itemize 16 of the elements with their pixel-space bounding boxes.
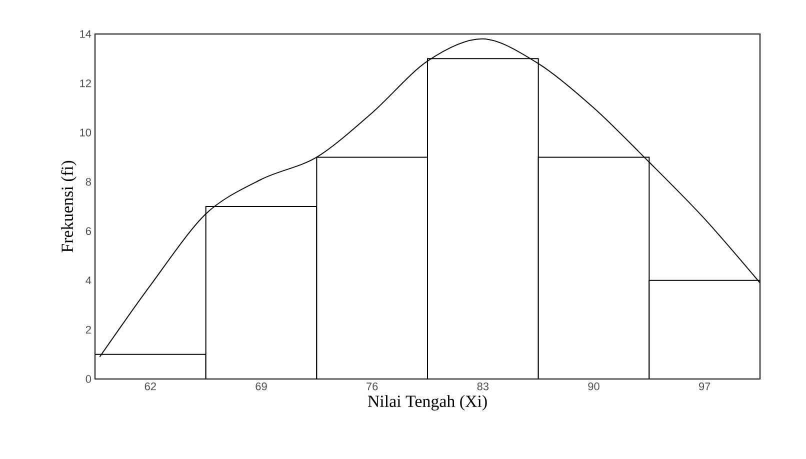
x-tick-label: 90 bbox=[588, 382, 600, 390]
y-tick-label: 2 bbox=[86, 326, 91, 334]
y-tick-label: 12 bbox=[80, 79, 91, 88]
y-tick-label: 14 bbox=[80, 30, 92, 38]
y-tick-label: 6 bbox=[86, 227, 92, 236]
y-tick-label: 8 bbox=[86, 178, 92, 186]
y-axis-title: Frekuensi (fi) bbox=[60, 160, 76, 252]
x-tick-label: 83 bbox=[477, 382, 489, 390]
x-tick-label: 76 bbox=[366, 382, 378, 390]
y-tick-label: 0 bbox=[86, 375, 92, 383]
x-axis-title: Nilai Tengah (Xi) bbox=[368, 395, 487, 411]
x-tick-label: 97 bbox=[699, 382, 710, 390]
y-tick-label: 4 bbox=[86, 276, 92, 284]
x-tick-label: 69 bbox=[256, 382, 267, 390]
y-tick-label: 10 bbox=[80, 128, 92, 136]
x-tick-label: 62 bbox=[144, 382, 156, 390]
